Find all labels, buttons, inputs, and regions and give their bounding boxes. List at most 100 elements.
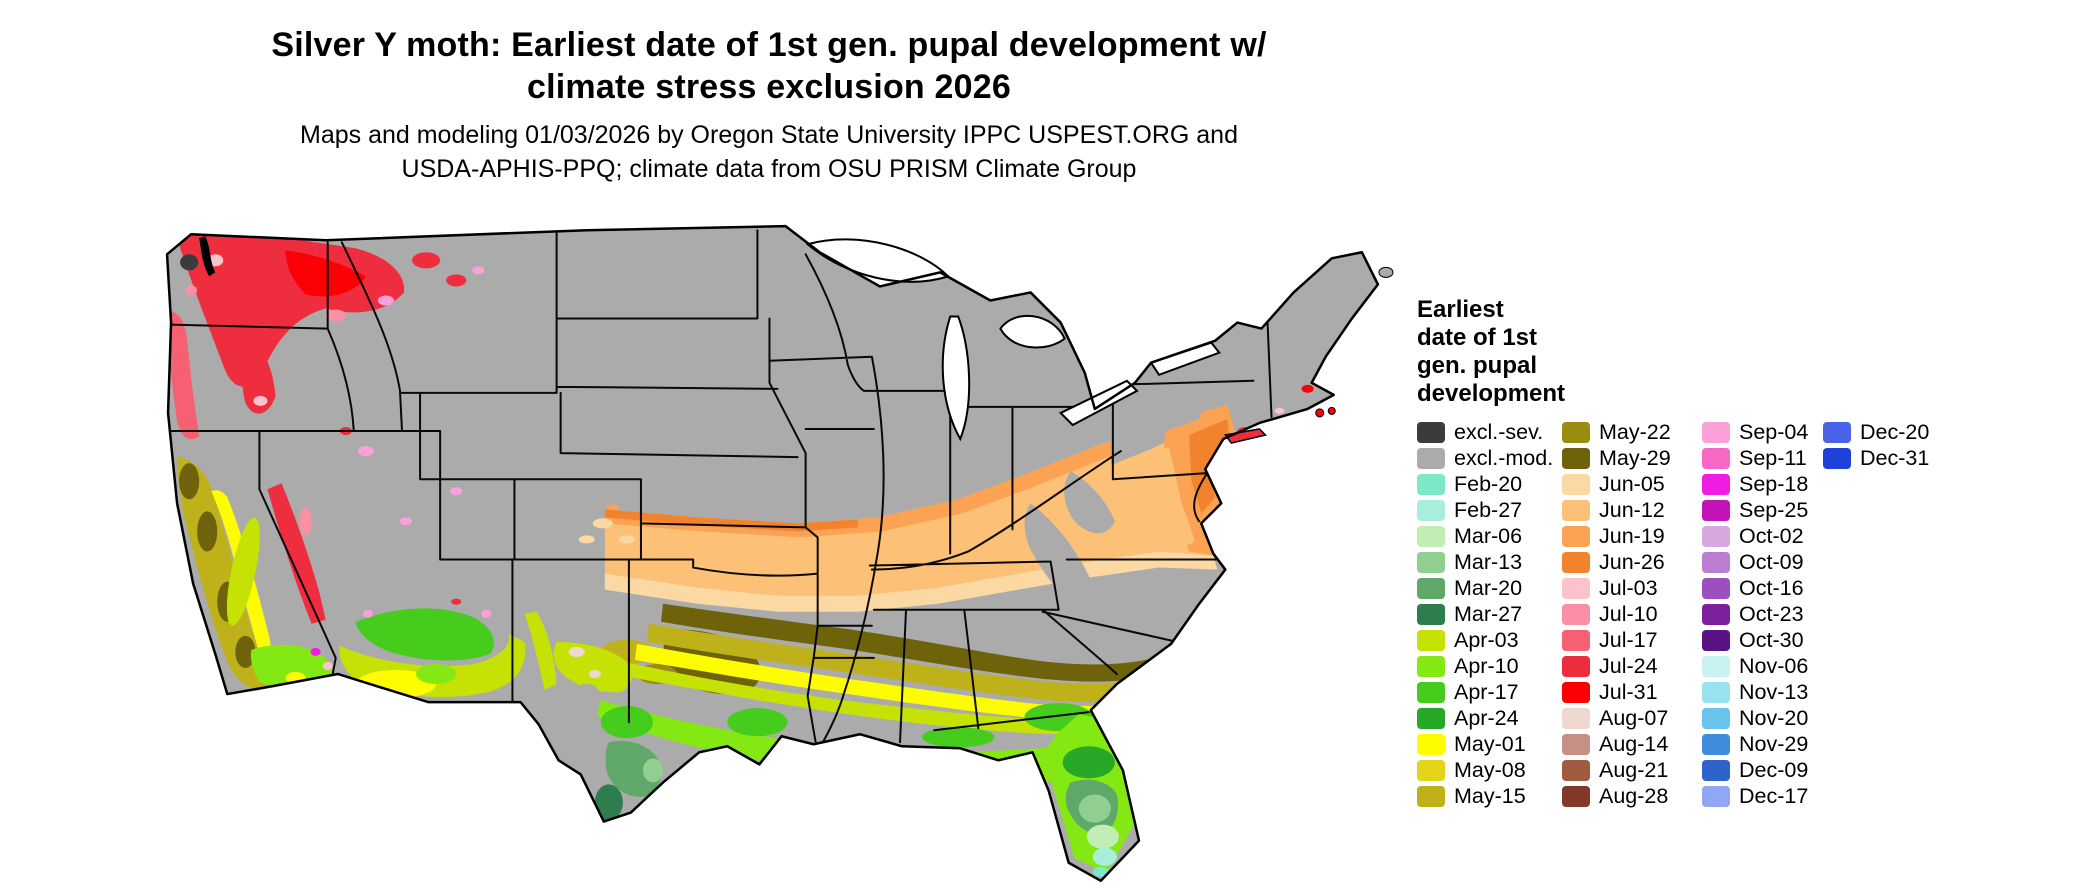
legend-entry: Nov-29 — [1702, 731, 1808, 757]
map-region — [179, 463, 200, 500]
legend-label: Sep-11 — [1739, 446, 1807, 470]
map-region — [606, 504, 619, 511]
legend-title-line: gen. pupal — [1417, 352, 1537, 379]
map-region — [362, 609, 373, 618]
legend-entry: Dec-17 — [1702, 783, 1808, 809]
legend-label: Oct-09 — [1739, 550, 1804, 574]
legend-label: Jul-24 — [1599, 654, 1658, 678]
legend-swatch — [1702, 681, 1730, 703]
legend-swatch — [1702, 733, 1730, 755]
legend-swatch — [1562, 733, 1590, 755]
legend-entry: Feb-20 — [1417, 471, 1553, 497]
map-region — [642, 758, 664, 783]
legend-entry: Jul-03 — [1562, 575, 1671, 601]
legend-label: Dec-31 — [1860, 446, 1930, 470]
legend-entry: Sep-18 — [1702, 471, 1808, 497]
map-region — [1301, 384, 1314, 393]
legend-swatch — [1562, 447, 1590, 469]
legend-title: Earliest date of 1st gen. pupal developm… — [1417, 296, 1565, 408]
legend-entry: Nov-20 — [1702, 705, 1808, 731]
legend-label: Mar-20 — [1454, 576, 1523, 600]
title-line-2: climate stress exclusion 2026 — [527, 68, 1011, 106]
legend-label: Aug-21 — [1599, 758, 1669, 782]
legend-entry: Jul-24 — [1562, 653, 1671, 679]
legend-entry: Oct-30 — [1702, 627, 1808, 653]
great-lakes — [805, 238, 1221, 442]
legend-entry: Oct-23 — [1702, 601, 1808, 627]
legend-entry: Sep-25 — [1702, 497, 1808, 523]
map-region — [1189, 418, 1230, 514]
legend-label: Aug-28 — [1599, 784, 1669, 808]
map-region — [357, 446, 374, 457]
legend-entry: Nov-06 — [1702, 653, 1808, 679]
map-region — [180, 254, 199, 271]
legend-column: Dec-20 Dec-31 — [1823, 419, 1929, 471]
map-region — [1092, 847, 1117, 866]
legend-swatch — [1702, 655, 1730, 677]
legend-entry: excl.-sev. — [1417, 419, 1553, 445]
legend-entry: Apr-17 — [1417, 679, 1553, 705]
legend-label: Jul-31 — [1599, 680, 1658, 704]
legend-swatch — [1702, 499, 1730, 521]
legend-entry: Mar-06 — [1417, 523, 1553, 549]
legend-swatch — [1562, 603, 1590, 625]
legend-label: Apr-10 — [1454, 654, 1519, 678]
legend-swatch — [1417, 785, 1445, 807]
legend-entry: Mar-13 — [1417, 549, 1553, 575]
map-region — [1110, 382, 1216, 466]
legend-label: Dec-09 — [1739, 758, 1809, 782]
legend-label: Oct-02 — [1739, 524, 1804, 548]
legend-entry: Mar-27 — [1417, 601, 1553, 627]
legend-label: May-01 — [1454, 732, 1526, 756]
page-title: Silver Y moth: Earliest date of 1st gen.… — [169, 24, 1369, 108]
map-region — [285, 250, 366, 297]
legend-entry: excl.-mod. — [1417, 445, 1553, 471]
us-map-svg — [165, 224, 1394, 883]
map-region — [1149, 447, 1196, 552]
legend-entry: Jun-12 — [1562, 497, 1671, 523]
map-region — [450, 487, 463, 496]
legend-label: May-15 — [1454, 784, 1526, 808]
legend-label: Sep-04 — [1739, 420, 1809, 444]
legend-label: Dec-20 — [1860, 420, 1930, 444]
legend-label: Aug-07 — [1599, 706, 1669, 730]
legend-swatch — [1417, 603, 1445, 625]
legend-entry: Mar-20 — [1417, 575, 1553, 601]
legend-entry: Apr-03 — [1417, 627, 1553, 653]
map-region — [618, 535, 635, 544]
map-region — [1064, 471, 1115, 534]
legend-swatch — [1702, 759, 1730, 781]
legend-swatch — [1417, 551, 1445, 573]
legend-label: Oct-23 — [1739, 602, 1804, 626]
map-region — [727, 708, 788, 737]
legend-entry: Oct-02 — [1702, 523, 1808, 549]
legend-entry: Aug-28 — [1562, 783, 1671, 809]
legend-swatch — [1562, 421, 1590, 443]
legend-label: Jun-12 — [1599, 498, 1665, 522]
legend-title-line: date of 1st — [1417, 324, 1538, 351]
state-borders — [170, 229, 1273, 746]
map-region — [412, 252, 441, 269]
map-region — [604, 404, 1236, 596]
legend-label: Sep-25 — [1739, 498, 1809, 522]
legend-label: Jul-17 — [1599, 628, 1658, 652]
legend-entry: Dec-31 — [1823, 445, 1929, 471]
legend-swatch — [1417, 473, 1445, 495]
map-region — [377, 295, 394, 306]
legend-swatch — [1702, 577, 1730, 599]
legend-label: excl.-mod. — [1454, 446, 1554, 470]
legend-label: Dec-17 — [1739, 784, 1809, 808]
legend-swatch — [1562, 681, 1590, 703]
legend-label: excl.-sev. — [1454, 420, 1544, 444]
legend-swatch — [1417, 759, 1445, 781]
map-region — [600, 706, 654, 739]
legend-swatch — [1562, 707, 1590, 729]
map-region — [226, 517, 260, 626]
map-region — [604, 509, 858, 532]
us-outline — [165, 224, 1380, 883]
legend-entry: Jun-19 — [1562, 523, 1671, 549]
legend-label: Jul-10 — [1599, 602, 1658, 626]
legend-swatch — [1702, 629, 1730, 651]
legend-swatch — [1417, 707, 1445, 729]
legend-entry: Apr-10 — [1417, 653, 1553, 679]
